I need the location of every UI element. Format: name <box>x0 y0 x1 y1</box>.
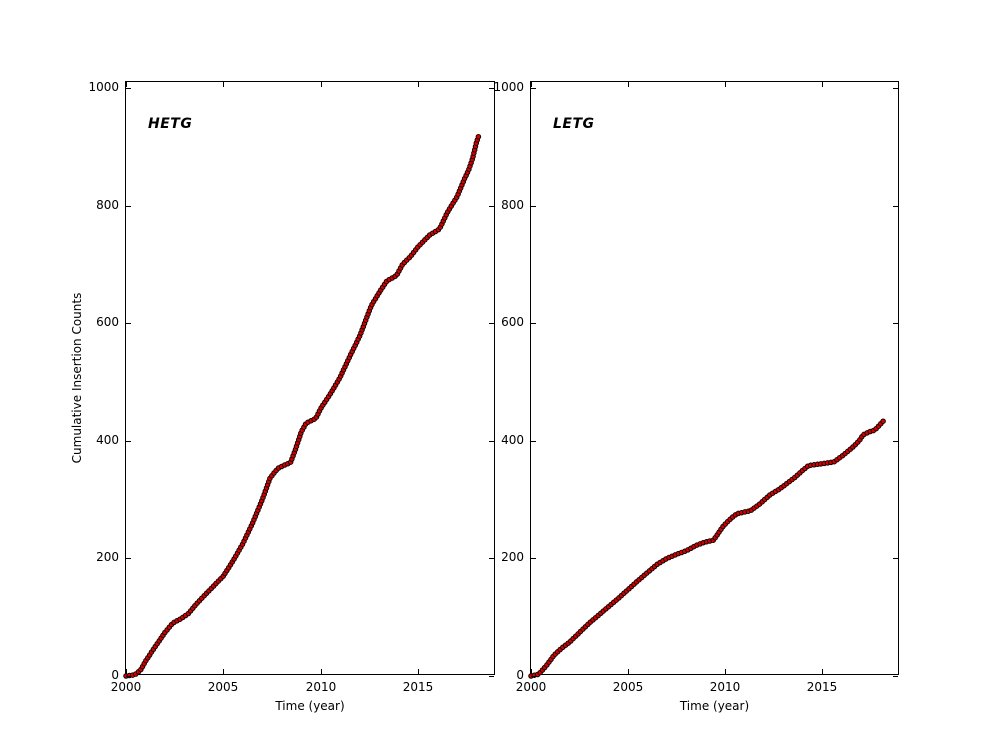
x-tick-mark-top <box>418 82 419 87</box>
y-tick-mark <box>531 88 536 89</box>
x-tick-label: 2000 <box>110 680 142 694</box>
data-point <box>880 418 886 424</box>
y-tick-mark <box>126 558 131 559</box>
y-tick-mark-right <box>893 323 898 324</box>
x-tick-mark <box>725 669 726 674</box>
y-tick-label: 600 <box>96 315 119 329</box>
x-tick-mark <box>418 669 419 674</box>
letg-data-series <box>528 418 886 679</box>
x-tick-mark <box>223 669 224 674</box>
x-tick-label: 2005 <box>207 680 239 694</box>
y-tick-label: 600 <box>501 315 524 329</box>
y-tick-mark-right <box>893 441 898 442</box>
hetg-panel-title: HETG <box>148 116 193 132</box>
hetg-panel: HETG Time (year) 2000 2005 2010 2015 0 200 400… <box>88 80 495 713</box>
letg-plot-canvas <box>528 418 886 679</box>
x-tick-mark-top <box>223 82 224 87</box>
x-tick-label: 2015 <box>806 680 838 694</box>
data-point <box>475 133 482 140</box>
y-tick-mark-right <box>893 676 898 677</box>
x-tick-mark <box>628 669 629 674</box>
y-tick-mark-right <box>893 558 898 559</box>
x-tick-label: 2000 <box>515 680 547 694</box>
y-tick-mark-right <box>489 88 494 89</box>
y-tick-mark <box>531 676 536 677</box>
y-tick-mark-right <box>489 323 494 324</box>
y-tick-mark-right <box>489 676 494 677</box>
y-tick-label: 200 <box>501 550 524 564</box>
x-tick-label: 2005 <box>612 680 644 694</box>
x-tick-mark-top <box>725 82 726 87</box>
y-tick-mark <box>531 441 536 442</box>
y-tick-label: 200 <box>96 550 119 564</box>
y-tick-mark-right <box>489 441 494 442</box>
y-tick-mark <box>126 676 131 677</box>
y-tick-mark <box>126 323 131 324</box>
letg-panel: LETG Time (year) 2000 2005 2010 2015 0 200 400… <box>493 80 899 713</box>
letg-panel-title: LETG <box>553 116 595 132</box>
x-tick-label: 2015 <box>402 680 434 694</box>
x-tick-mark <box>531 669 532 674</box>
y-tick-mark-right <box>893 206 898 207</box>
x-tick-mark-top <box>628 82 629 87</box>
x-tick-mark-top <box>126 82 127 87</box>
y-tick-label: 0 <box>111 668 119 682</box>
y-tick-mark <box>126 88 131 89</box>
y-tick-label: 0 <box>516 668 524 682</box>
y-tick-mark <box>531 206 536 207</box>
x-tick-label: 2010 <box>709 680 741 694</box>
x-tick-mark-top <box>531 82 532 87</box>
y-tick-label: 400 <box>96 433 119 447</box>
y-tick-label: 1000 <box>88 80 119 94</box>
y-tick-mark-right <box>489 558 494 559</box>
x-tick-mark-top <box>321 82 322 87</box>
hetg-x-axis-label: Time (year) <box>275 699 345 713</box>
x-tick-mark <box>321 669 322 674</box>
x-tick-label: 2010 <box>305 680 337 694</box>
x-tick-mark <box>822 669 823 674</box>
y-tick-label: 800 <box>501 198 524 212</box>
y-tick-label: 400 <box>501 433 524 447</box>
x-tick-mark <box>126 669 127 674</box>
y-tick-mark-right <box>893 88 898 89</box>
y-tick-mark <box>531 323 536 324</box>
x-tick-mark-top <box>822 82 823 87</box>
y-tick-mark-right <box>489 206 494 207</box>
y-tick-mark <box>531 558 536 559</box>
letg-x-axis-label: Time (year) <box>679 699 750 713</box>
hetg-data-series <box>123 133 482 679</box>
y-tick-label: 1000 <box>493 80 524 94</box>
y-tick-label: 800 <box>96 198 119 212</box>
y-tick-mark <box>126 441 131 442</box>
hetg-plot-canvas <box>123 133 482 679</box>
y-tick-mark <box>126 206 131 207</box>
